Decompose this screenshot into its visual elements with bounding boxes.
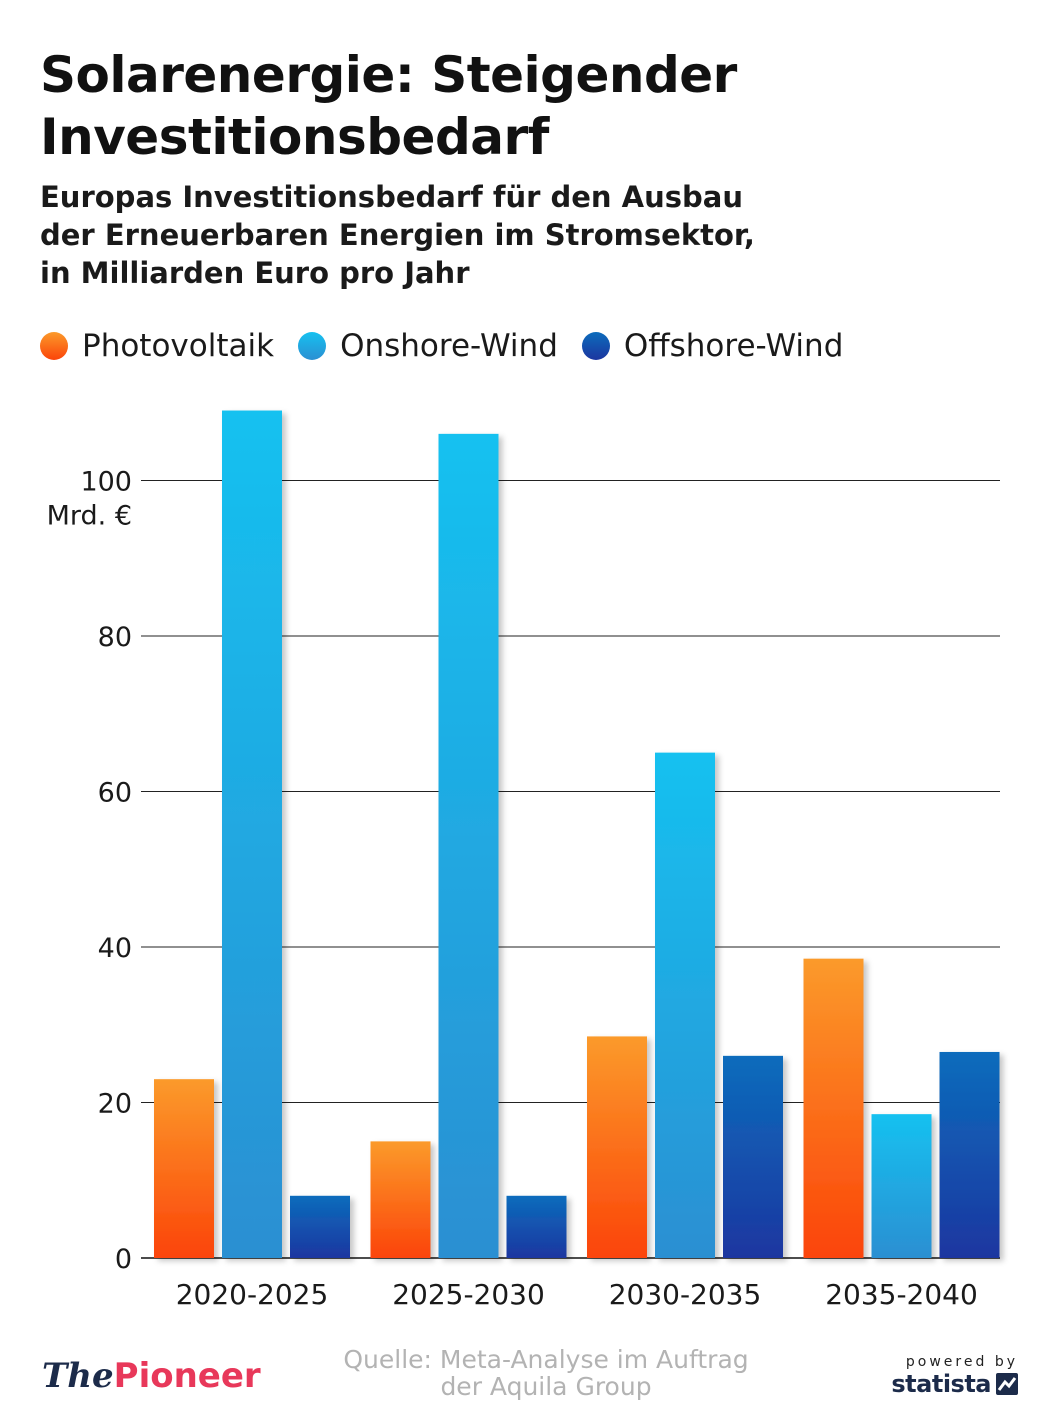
subtitle-line: Europas Investitionsbedarf für den Ausba… bbox=[40, 180, 743, 214]
legend-label: Onshore-Wind bbox=[340, 328, 558, 364]
bar bbox=[871, 1114, 932, 1258]
chart-subtitle: Europas Investitionsbedarf für den Ausba… bbox=[40, 178, 1000, 292]
bar bbox=[154, 1079, 214, 1258]
legend-dot-icon bbox=[581, 332, 610, 360]
bar bbox=[370, 1141, 431, 1258]
bar bbox=[655, 752, 715, 1258]
legend-item-offshore-wind: Offshore-Wind bbox=[581, 328, 844, 364]
chart-legend: Photovoltaik Onshore-Wind Offshore-Wind bbox=[40, 326, 867, 366]
bar bbox=[438, 433, 499, 1259]
bar bbox=[222, 410, 282, 1258]
legend-item-photovoltaik: Photovoltaik bbox=[40, 328, 274, 364]
bar bbox=[506, 1195, 567, 1258]
statista-logo: statista bbox=[880, 1370, 1018, 1398]
legend-label: Offshore-Wind bbox=[623, 328, 844, 364]
legend-item-onshore-wind: Onshore-Wind bbox=[298, 328, 558, 364]
legend-dot-icon bbox=[298, 332, 327, 360]
powered-by-label: powered by bbox=[905, 1354, 1018, 1370]
subtitle-line: der Erneuerbaren Energien im Stromsektor… bbox=[40, 218, 755, 252]
x-tick-label: 2025-2030 bbox=[392, 1278, 545, 1311]
source-note: Quelle: Meta-Analyse im Auftrag der Aqui… bbox=[300, 1346, 792, 1400]
statista-icon bbox=[996, 1373, 1018, 1395]
y-tick-label: 40 bbox=[98, 933, 132, 964]
y-tick-label: 80 bbox=[98, 622, 132, 653]
legend-label: Photovoltaik bbox=[82, 328, 275, 364]
x-tick-label: 2035-2040 bbox=[825, 1278, 978, 1311]
bar bbox=[803, 958, 864, 1258]
bar bbox=[587, 1036, 647, 1258]
y-tick-label: 100 bbox=[80, 467, 132, 498]
y-tick-label: 20 bbox=[98, 1089, 132, 1120]
logo-pioneer: Pioneer bbox=[113, 1356, 261, 1396]
y-unit-label: Mrd. € bbox=[47, 501, 132, 532]
y-tick-label: 60 bbox=[98, 778, 132, 809]
bar bbox=[290, 1195, 350, 1258]
y-tick-label: 0 bbox=[115, 1244, 132, 1275]
x-tick-label: 2030-2035 bbox=[609, 1278, 762, 1311]
thepioneer-logo: ThePioneer bbox=[42, 1356, 261, 1396]
bar bbox=[723, 1055, 783, 1258]
source-line: Quelle: Meta-Analyse im Auftrag bbox=[343, 1345, 749, 1374]
x-tick-label: 2020-2025 bbox=[176, 1278, 329, 1311]
legend-dot-icon bbox=[40, 332, 68, 360]
subtitle-line: in Milliarden Euro pro Jahr bbox=[40, 256, 470, 290]
chart-title: Solarenergie: Steigender Investitionsbed… bbox=[40, 46, 737, 166]
bar bbox=[939, 1051, 1000, 1258]
statista-wordmark: statista bbox=[891, 1370, 991, 1398]
source-line: der Aquila Group bbox=[440, 1372, 652, 1401]
logo-the: The bbox=[42, 1356, 114, 1396]
